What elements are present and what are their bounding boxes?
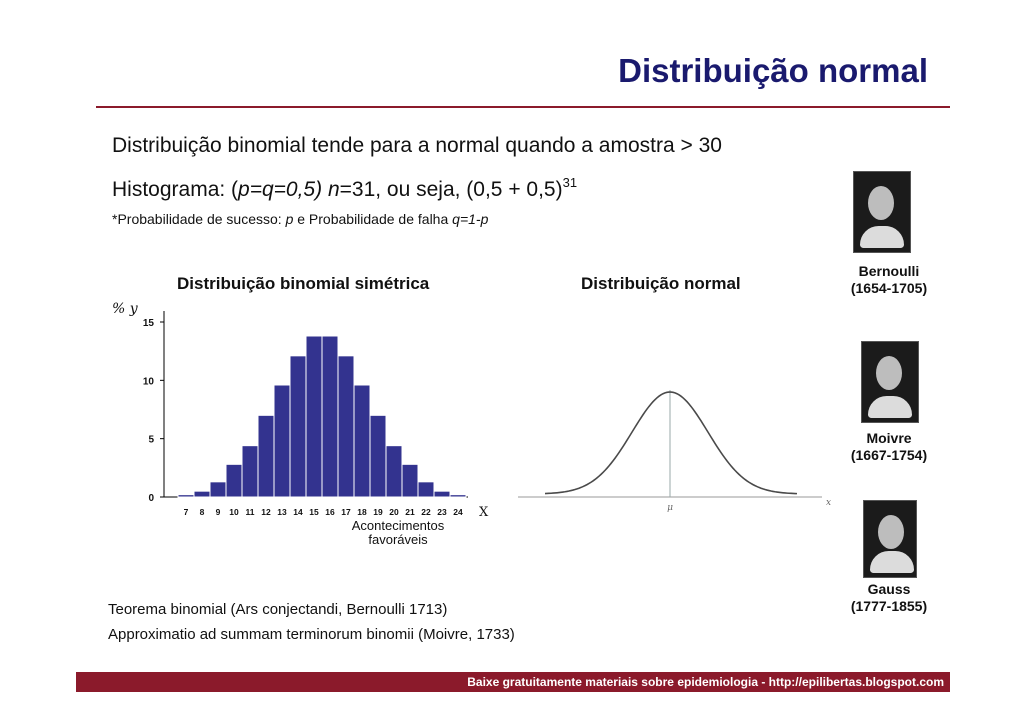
histogram-pq: p=q=0,5) <box>238 178 323 201</box>
binomial-x-end-label: X <box>479 505 489 520</box>
binomial-y-label: % y <box>112 301 139 317</box>
binomial-x-tick-label: 24 <box>453 507 463 517</box>
histogram-n: n <box>322 178 340 201</box>
binomial-y-tick-label: 10 <box>143 376 155 387</box>
binomial-bar <box>257 414 275 498</box>
binomial-bar <box>273 384 291 498</box>
probability-note: *Probabilidade de sucesso: p e Probabili… <box>112 211 488 227</box>
note-prefix: *Probabilidade de sucesso: <box>112 211 286 227</box>
binomial-x-tick-label: 9 <box>216 507 221 517</box>
binomial-bar <box>369 414 387 498</box>
gauss-portrait <box>863 500 917 578</box>
binomial-x-tick-label: 22 <box>421 507 431 517</box>
binomial-theorem-note: Teorema binomial (Ars conjectandi, Berno… <box>108 601 448 618</box>
bernoulli-years: (1654-1705) <box>850 280 928 296</box>
binomial-bar <box>241 445 259 498</box>
binomial-x-tick-label: 10 <box>229 507 239 517</box>
binomial-bar <box>433 490 451 498</box>
histogram-prefix: Histograma: ( <box>112 178 239 201</box>
binomial-bar <box>289 355 307 498</box>
binomial-x-tick-label: 14 <box>293 507 303 517</box>
binomial-chart: % y 0 5 10 15 7 8 9 10 11 12 13 14 15 16 17 18 19 20 21 22… <box>112 301 489 547</box>
binomial-bar <box>305 335 323 498</box>
binomial-bar <box>337 355 355 498</box>
binomial-y-tick-label: 0 <box>148 493 154 504</box>
binomial-x-tick-label: 23 <box>437 507 447 517</box>
normal-curve <box>544 391 798 495</box>
binomial-x-tick-label: 17 <box>341 507 351 517</box>
binomial-bar <box>193 490 211 498</box>
gauss-name: Gauss <box>867 581 911 597</box>
histogram-rest: =31, ou seja, (0,5 + 0,5) <box>339 178 563 201</box>
binomial-y-tick-label: 5 <box>148 435 154 446</box>
binomial-bar <box>449 494 467 498</box>
binomial-bar <box>321 335 339 498</box>
binomial-x-label: Acontecimentos favoráveis <box>352 518 445 547</box>
bernoulli-portrait <box>853 171 911 253</box>
binomial-x-tick-label: 12 <box>261 507 271 517</box>
histogram-exponent: 31 <box>562 175 578 190</box>
moivre-name: Moivre <box>866 430 912 446</box>
binomial-bar <box>417 481 435 498</box>
note-q: q=1-p <box>452 211 489 227</box>
gauss-years: (1777-1855) <box>850 598 928 614</box>
binomial-x-tick-label: 16 <box>325 507 335 517</box>
intro-line: Distribuição binomial tende para a norma… <box>112 134 722 157</box>
binomial-x-tick-label: 19 <box>373 507 383 517</box>
title-rule <box>96 106 950 108</box>
histogram-line: Histograma: (p=q=0,5) n=31, ou seja, (0,… <box>112 175 578 202</box>
binomial-bar <box>385 445 403 498</box>
binomial-bar <box>225 463 243 498</box>
footer-bar <box>76 672 950 692</box>
binomial-bar <box>401 463 419 498</box>
binomial-bar <box>209 481 227 498</box>
moivre-portrait <box>861 341 919 423</box>
approximatio-note: Approximatio ad summam terminorum binomi… <box>108 626 515 643</box>
page-title: Distribuição normal <box>618 52 928 89</box>
binomial-bar <box>353 384 371 498</box>
note-mid: e Probabilidade de falha <box>293 211 453 227</box>
note-p: p <box>285 211 294 227</box>
binomial-x-tick-label: 8 <box>200 507 205 517</box>
binomial-x-tick-label: 13 <box>277 507 287 517</box>
normal-chart-title: Distribuição normal <box>581 274 741 293</box>
moivre-years: (1667-1754) <box>850 447 928 463</box>
binomial-x-tick-label: 11 <box>246 507 255 517</box>
binomial-bar <box>177 494 195 498</box>
bernoulli-name: Bernoulli <box>858 263 920 279</box>
normal-chart: μ x <box>518 390 831 513</box>
binomial-x-tick-label: 20 <box>389 507 399 517</box>
binomial-x-tick-label: 21 <box>405 507 415 517</box>
binomial-y-tick-label: 15 <box>143 318 155 329</box>
binomial-x-tick-label: 7 <box>184 507 189 517</box>
binomial-chart-title: Distribuição binomial simétrica <box>177 274 430 293</box>
normal-x-label: x <box>826 498 831 508</box>
binomial-x-tick-label: 18 <box>357 507 367 517</box>
footer-link-text[interactable]: Baixe gratuitamente materiais sobre epid… <box>467 675 944 689</box>
normal-mu-label: μ <box>667 503 673 513</box>
binomial-x-tick-label: 15 <box>309 507 319 517</box>
